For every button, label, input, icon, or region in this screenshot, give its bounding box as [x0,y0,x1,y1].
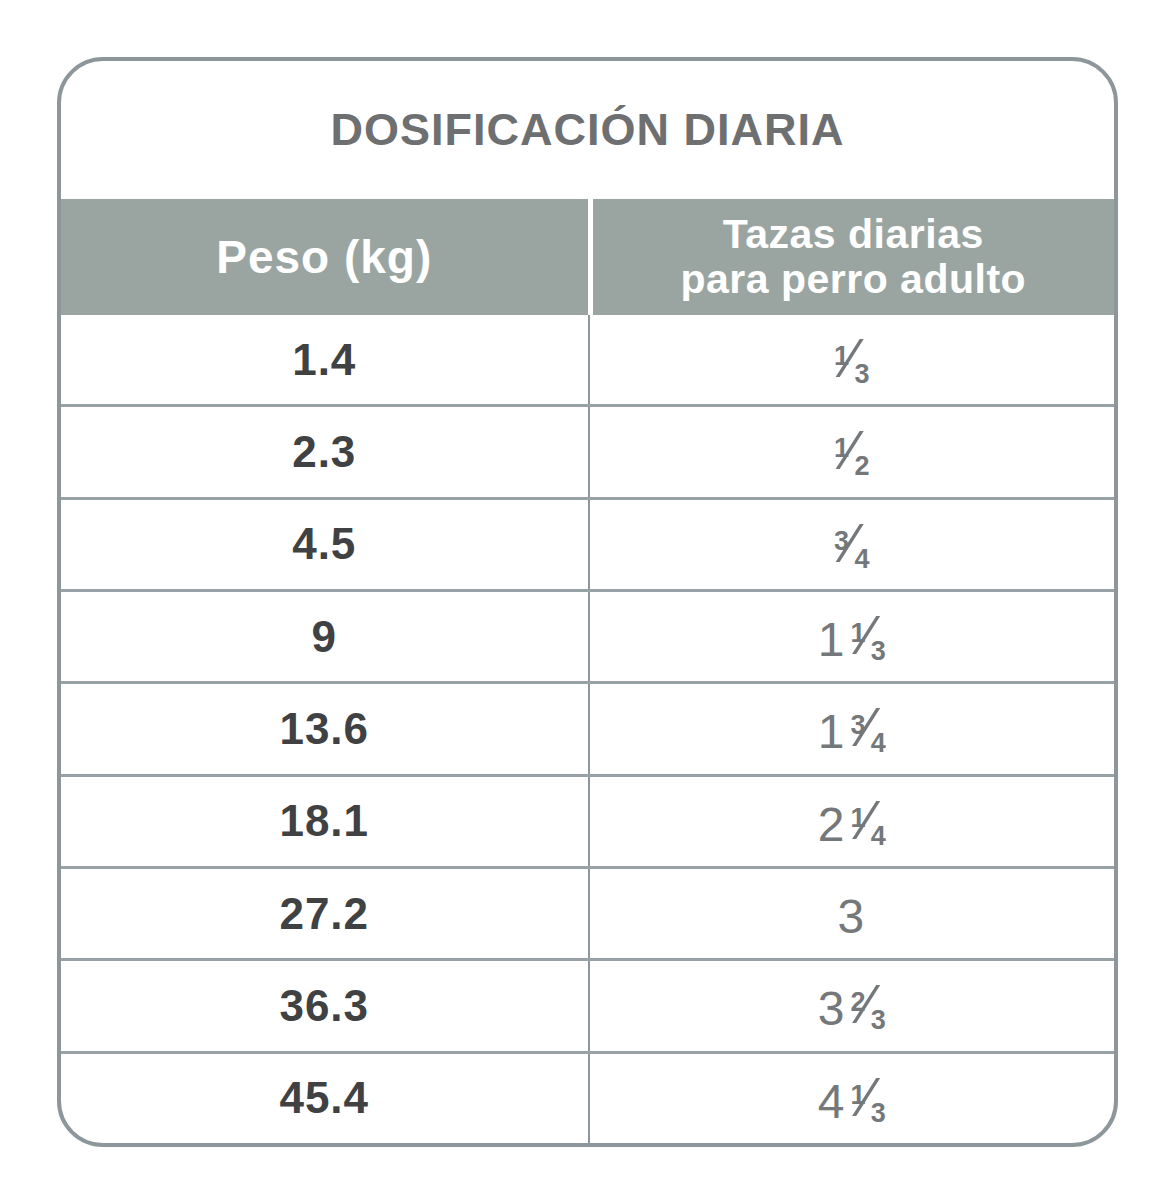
table-header-row: Peso (kg) Tazas diarias para perro adult… [61,199,1114,315]
peso-cell: 27.2 [61,869,588,958]
table-row: 18.1 21⁄4 [61,774,1114,866]
cups-whole: 1 [818,613,845,666]
cups-cell: 3 [588,869,1115,958]
cups-value: 41⁄3 [818,1066,886,1131]
peso-cell: 4.5 [61,500,588,589]
header-cell-peso: Peso (kg) [61,199,588,315]
cups-cell: 13⁄4 [588,684,1115,773]
table-row: 9 11⁄3 [61,589,1114,681]
peso-cell: 18.1 [61,777,588,866]
header-cell-tazas: Tazas diarias para perro adulto [588,199,1115,315]
peso-value: 2.3 [292,427,356,477]
cups-cell: 3⁄4 [588,500,1115,589]
table-row: 2.3 1⁄2 [61,404,1114,496]
cups-denominator: 4 [871,728,886,758]
cups-value: 3 [837,881,866,946]
cups-whole: 2 [818,798,845,851]
cups-value: 1⁄3 [834,327,869,392]
header-label-peso: Peso (kg) [216,230,432,284]
peso-value: 13.6 [279,704,369,754]
peso-value: 36.3 [279,981,369,1031]
cups-value: 11⁄3 [818,604,886,669]
peso-value: 45.4 [279,1073,369,1123]
table-title-section: DOSIFICACIÓN DIARIA [61,61,1114,199]
table-row: 13.6 13⁄4 [61,681,1114,773]
cups-denominator: 4 [871,821,886,851]
table-row: 45.4 41⁄3 [61,1051,1114,1143]
page: DOSIFICACIÓN DIARIA Peso (kg) Tazas diar… [0,0,1173,1200]
peso-cell: 2.3 [61,407,588,496]
table-row: 4.5 3⁄4 [61,497,1114,589]
peso-value: 18.1 [279,796,369,846]
peso-cell: 36.3 [61,961,588,1050]
cups-denominator: 3 [871,1098,886,1128]
cups-denominator: 3 [854,359,869,389]
cups-cell: 32⁄3 [588,961,1115,1050]
cups-cell: 21⁄4 [588,777,1115,866]
cups-whole: 3 [818,982,845,1035]
table-title: DOSIFICACIÓN DIARIA [331,104,845,156]
peso-cell: 9 [61,592,588,681]
cups-denominator: 4 [854,544,869,574]
cups-value: 3⁄4 [834,512,869,577]
header-label-tazas-line2: para perro adulto [680,257,1026,302]
cups-denominator: 3 [871,636,886,666]
cups-denominator: 3 [871,1005,886,1035]
peso-cell: 45.4 [61,1054,588,1143]
peso-cell: 13.6 [61,684,588,773]
peso-cell: 1.4 [61,315,588,404]
cups-value: 21⁄4 [818,789,886,854]
cups-whole: 4 [818,1075,845,1128]
cups-cell: 1⁄3 [588,315,1115,404]
cups-value: 13⁄4 [818,696,886,761]
dosage-table: DOSIFICACIÓN DIARIA Peso (kg) Tazas diar… [57,57,1118,1147]
peso-value: 27.2 [279,889,369,939]
cups-cell: 11⁄3 [588,592,1115,681]
table-row: 36.3 32⁄3 [61,958,1114,1050]
cups-whole: 3 [837,890,864,943]
peso-value: 9 [312,612,337,662]
cups-cell: 1⁄2 [588,407,1115,496]
peso-value: 1.4 [292,335,356,385]
cups-denominator: 2 [854,451,869,481]
table-row: 1.4 1⁄3 [61,315,1114,404]
header-label-tazas-line1: Tazas diarias [723,212,984,257]
cups-value: 32⁄3 [818,973,886,1038]
cups-value: 1⁄2 [834,419,869,484]
table-row: 27.2 3 [61,866,1114,958]
cups-whole: 1 [818,705,845,758]
cups-cell: 41⁄3 [588,1054,1115,1143]
peso-value: 4.5 [292,519,356,569]
table-body: 1.4 1⁄3 2.3 1⁄2 4.5 3⁄4 9 11⁄3 13.6 [61,315,1114,1143]
